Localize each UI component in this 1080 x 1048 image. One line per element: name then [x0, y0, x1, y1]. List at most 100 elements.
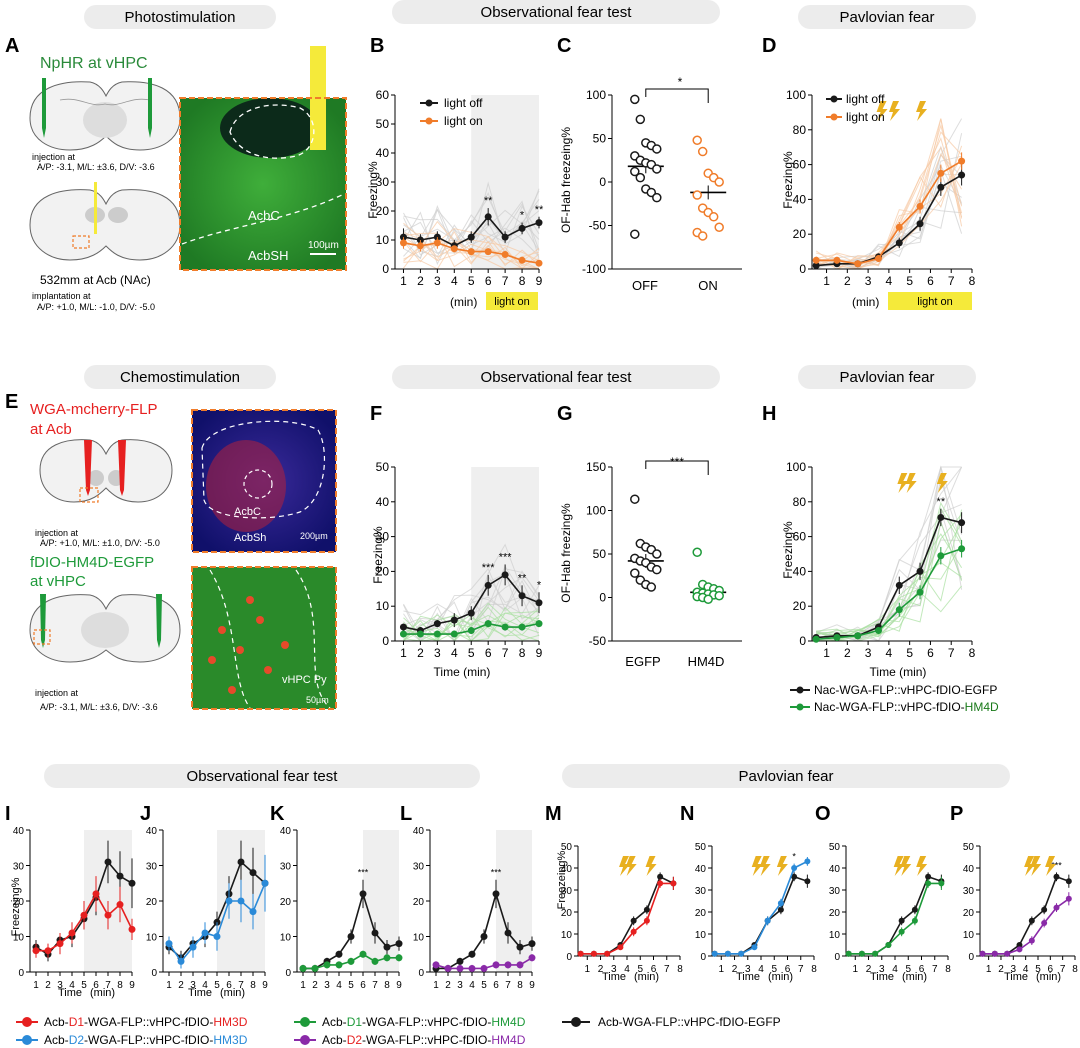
- data-point: [646, 582, 657, 592]
- x-tick-label: 4: [624, 964, 630, 975]
- brain-section-3-icon: [39, 439, 173, 503]
- data-point: [80, 911, 88, 919]
- data-point: [916, 588, 924, 596]
- data-point: [916, 202, 924, 210]
- shock-bolt-icon: [936, 473, 948, 493]
- x-tick-label: 3: [745, 964, 751, 975]
- data-point: [812, 262, 820, 270]
- individual-trace: [403, 596, 540, 642]
- data-point: [467, 233, 475, 241]
- x-tick-label: 2: [445, 980, 451, 991]
- panel-p-chart: 0 10 20 30 40 50 1 2 3 4 5 6 7 8 ***: [963, 842, 1078, 975]
- y-tick-label: 20: [561, 908, 573, 919]
- x-tick-label: 9: [536, 274, 543, 288]
- y-tick-label: 40: [376, 146, 390, 160]
- y-tick-label: 0: [151, 968, 157, 979]
- x-tick-label: 3: [434, 646, 441, 660]
- data-point: [925, 873, 932, 880]
- needle-left-icon: [84, 440, 92, 496]
- panel-letter-a: A: [5, 35, 19, 57]
- panel-letter-e: E: [5, 391, 18, 413]
- ylabel-d: Freezing%: [781, 151, 795, 209]
- legend-d2-hm3d: Acb-D2-WGA-FLP::vHPC-fDIO-HM3D: [44, 1033, 248, 1047]
- data-point: [480, 964, 488, 972]
- data-point: [708, 212, 719, 222]
- data-point: [854, 260, 862, 268]
- individual-trace: [816, 520, 963, 641]
- data-point: [237, 897, 245, 905]
- x-tick-label: 8: [250, 980, 256, 991]
- data-point: [213, 933, 221, 940]
- y-tick-label: 0: [285, 968, 291, 979]
- data-point: [501, 571, 509, 579]
- xlabel-n-time: Time: [736, 971, 760, 983]
- data-point: [885, 942, 892, 948]
- x-tick-label: 7: [932, 964, 938, 975]
- data-point: [703, 594, 713, 604]
- x-tick-label: 4: [886, 274, 893, 288]
- data-point: [652, 549, 662, 559]
- data-point: [249, 908, 257, 916]
- acbc-label-e: AcbC: [234, 506, 261, 518]
- x-tick-label: 3: [457, 980, 463, 991]
- xlabel-j-time: Time: [188, 987, 212, 999]
- data-point: [399, 239, 407, 247]
- significance-mark: *: [537, 579, 542, 591]
- data-point: [347, 957, 355, 965]
- npHR-label: NpHR at vHPC: [40, 55, 148, 72]
- y-tick-label: 30: [413, 862, 425, 873]
- legend-d1-hm4d: Acb-D1-WGA-FLP::vHPC-fDIO-HM4D: [322, 1015, 526, 1029]
- data-point: [937, 513, 945, 521]
- y-tick-label: 100: [586, 88, 606, 102]
- data-point: [383, 954, 391, 962]
- data-point: [104, 911, 112, 919]
- injection-label-a: injection at: [32, 152, 76, 162]
- injection-coords-e1: A/P: +1.0, M/L: ±1.0, D/V: -5.0: [40, 538, 160, 548]
- data-point: [979, 950, 986, 957]
- data-point: [724, 950, 731, 957]
- x-tick-label: 6: [927, 274, 934, 288]
- cat-g-hm4d: HM4D: [688, 654, 725, 669]
- data-point: [1028, 917, 1035, 924]
- data-point: [501, 251, 509, 258]
- x-tick-label: 1: [33, 980, 39, 991]
- shade-region: [496, 830, 532, 972]
- x-tick-label: 3: [324, 980, 330, 991]
- legend-egfp: Acb-WGA-FLP::vHPC-fDIO-EGFP: [598, 1015, 781, 1029]
- data-point: [630, 94, 640, 105]
- fdio-label-2: at vHPC: [30, 573, 86, 590]
- header-photostimulation: Photostimulation: [125, 9, 236, 26]
- shock-bolt-icon: [776, 856, 788, 876]
- ylabel-h: Freezing%: [781, 521, 795, 579]
- xlabel-i-time: Time: [58, 987, 82, 999]
- x-tick-label: 8: [519, 274, 526, 288]
- individual-trace: [816, 544, 963, 636]
- shock-bolt-icon: [876, 101, 888, 121]
- data-point: [467, 627, 475, 635]
- significance-mark: ***: [482, 562, 496, 574]
- data-point: [535, 219, 543, 227]
- data-point: [916, 567, 924, 575]
- individual-trace: [816, 513, 962, 634]
- y-tick-label: 100: [586, 504, 606, 518]
- optic-fiber-right-icon: [148, 78, 152, 138]
- y-tick-label: 0: [799, 262, 806, 276]
- y-tick-label: -50: [589, 219, 607, 233]
- x-tick-label: 5: [481, 980, 487, 991]
- y-tick-label: 0: [599, 175, 606, 189]
- data-point: [617, 944, 624, 951]
- data-point: [68, 929, 76, 937]
- data-point: [652, 164, 662, 174]
- y-tick-label: 10: [695, 930, 707, 941]
- y-tick-label: 40: [695, 864, 707, 875]
- panel-e-micrograph-2: vHPC Py 50µm: [191, 566, 337, 710]
- x-tick-label: 5: [906, 274, 913, 288]
- x-tick-label: 9: [396, 980, 402, 991]
- data-point: [657, 880, 664, 887]
- data-point: [764, 917, 771, 924]
- x-tick-label: 2: [598, 964, 604, 975]
- data-point: [1065, 878, 1072, 885]
- individual-trace: [816, 520, 963, 642]
- x-tick-label: 6: [651, 964, 657, 975]
- data-point: [635, 114, 646, 125]
